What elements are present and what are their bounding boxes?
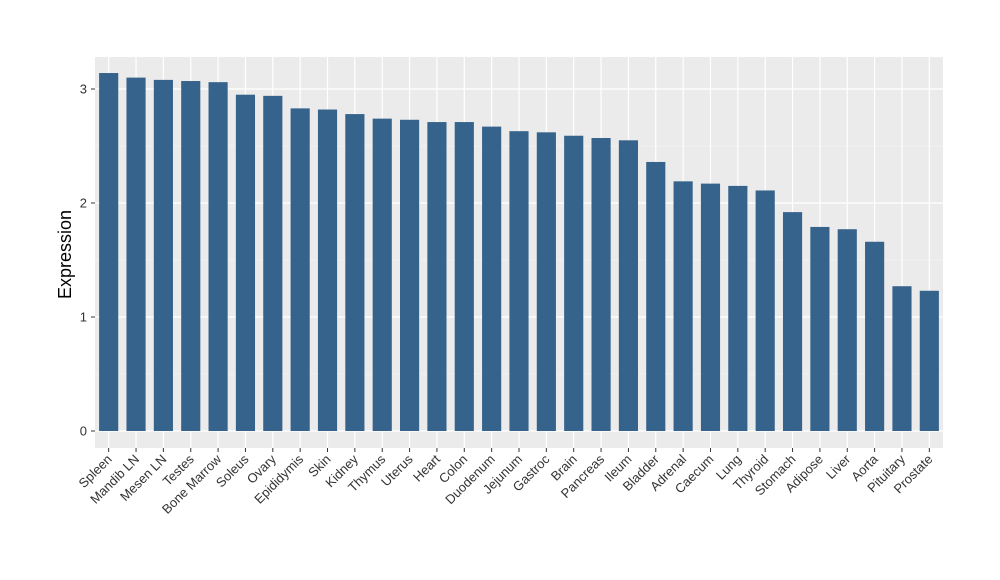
bar-adrenal bbox=[673, 181, 693, 431]
bars bbox=[99, 73, 939, 432]
bar-bone-marrow bbox=[208, 82, 228, 431]
y-tick-label: 0 bbox=[80, 424, 87, 439]
bar-soleus bbox=[235, 94, 256, 431]
bar-duodenum bbox=[482, 126, 502, 432]
bar-ileum bbox=[618, 140, 638, 432]
bar-skin bbox=[317, 109, 338, 432]
y-axis-title: Expression bbox=[55, 210, 75, 299]
y-tick-label: 3 bbox=[80, 82, 87, 97]
bar-kidney bbox=[345, 114, 365, 431]
bar-epididymis bbox=[290, 108, 310, 431]
bar-liver bbox=[837, 229, 857, 431]
bar-jejunum bbox=[509, 131, 529, 431]
bar-colon bbox=[454, 122, 474, 431]
bar-spleen bbox=[99, 73, 119, 431]
y-axis: 0 1 2 3 bbox=[80, 82, 95, 439]
bar-adipose bbox=[810, 226, 830, 431]
bar-heart bbox=[427, 122, 447, 431]
bar-pituitary bbox=[892, 286, 912, 431]
bar-brain bbox=[564, 135, 584, 432]
bar-testes bbox=[181, 81, 201, 432]
bar-aorta bbox=[865, 241, 885, 431]
bar-gastroc bbox=[536, 132, 556, 431]
x-tick-label: Liver bbox=[823, 451, 854, 482]
bar-pancreas bbox=[591, 138, 611, 431]
y-tick-label: 1 bbox=[80, 310, 87, 325]
bar-thymus bbox=[372, 118, 392, 431]
bar-bladder bbox=[646, 161, 666, 431]
bar-thyroid bbox=[755, 190, 775, 431]
bar-ovary bbox=[263, 95, 283, 431]
bar-stomach bbox=[782, 212, 803, 431]
bar-mesen-ln bbox=[153, 79, 173, 431]
x-tick-label: Uterus bbox=[378, 451, 416, 489]
x-tick-label: Heart bbox=[410, 451, 443, 484]
bar-lung bbox=[728, 185, 748, 431]
bar-caecum bbox=[700, 183, 721, 431]
y-tick-label: 2 bbox=[80, 196, 87, 211]
bar-uterus bbox=[400, 119, 420, 431]
bar-mandib-ln bbox=[126, 77, 146, 431]
bar-prostate bbox=[919, 290, 939, 431]
